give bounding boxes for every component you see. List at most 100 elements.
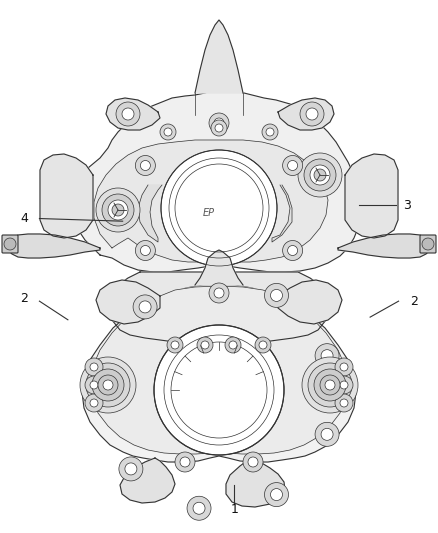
Circle shape <box>340 363 348 371</box>
Circle shape <box>283 240 303 261</box>
Circle shape <box>314 169 326 181</box>
Polygon shape <box>94 140 328 262</box>
Circle shape <box>255 337 271 353</box>
Circle shape <box>96 188 140 232</box>
Circle shape <box>108 200 128 220</box>
Text: EP: EP <box>203 208 215 218</box>
Circle shape <box>321 350 333 362</box>
Polygon shape <box>8 234 100 258</box>
Circle shape <box>340 399 348 407</box>
Circle shape <box>325 380 335 390</box>
Polygon shape <box>195 20 243 93</box>
Circle shape <box>187 496 211 520</box>
Polygon shape <box>82 285 356 462</box>
Polygon shape <box>120 458 175 503</box>
Circle shape <box>243 452 263 472</box>
Polygon shape <box>91 286 347 454</box>
Circle shape <box>80 357 136 413</box>
Circle shape <box>271 489 283 500</box>
Circle shape <box>259 341 267 349</box>
Circle shape <box>214 118 224 128</box>
Circle shape <box>302 357 358 413</box>
Circle shape <box>229 341 237 349</box>
Circle shape <box>133 295 157 319</box>
Circle shape <box>135 240 155 261</box>
Circle shape <box>298 153 342 197</box>
Circle shape <box>335 394 353 412</box>
Circle shape <box>308 363 352 407</box>
Circle shape <box>92 369 124 401</box>
Text: 2: 2 <box>20 292 28 305</box>
Circle shape <box>154 325 284 455</box>
Circle shape <box>125 463 137 475</box>
Circle shape <box>197 337 213 353</box>
Circle shape <box>209 113 229 133</box>
Circle shape <box>193 502 205 514</box>
Circle shape <box>321 429 333 440</box>
Polygon shape <box>338 234 430 258</box>
Circle shape <box>340 381 348 389</box>
Circle shape <box>90 381 98 389</box>
Circle shape <box>315 344 339 368</box>
Circle shape <box>211 120 227 136</box>
Circle shape <box>164 128 172 136</box>
Circle shape <box>141 246 150 255</box>
Circle shape <box>288 160 297 171</box>
Circle shape <box>300 102 324 126</box>
Polygon shape <box>40 154 93 238</box>
Text: 4: 4 <box>20 212 28 225</box>
Circle shape <box>175 452 195 472</box>
Polygon shape <box>278 98 334 130</box>
Circle shape <box>422 238 434 250</box>
Text: 1: 1 <box>230 503 238 515</box>
Polygon shape <box>106 98 160 130</box>
Circle shape <box>116 102 140 126</box>
Polygon shape <box>272 185 292 242</box>
Circle shape <box>90 363 98 371</box>
Circle shape <box>314 369 346 401</box>
Circle shape <box>265 482 289 506</box>
Polygon shape <box>138 185 162 242</box>
Circle shape <box>171 341 179 349</box>
Circle shape <box>85 376 103 394</box>
Circle shape <box>102 194 134 226</box>
Circle shape <box>215 124 223 132</box>
Circle shape <box>119 457 143 481</box>
Circle shape <box>320 375 340 395</box>
Circle shape <box>283 156 303 175</box>
Circle shape <box>86 363 130 407</box>
Circle shape <box>180 457 190 467</box>
Polygon shape <box>345 154 398 238</box>
Polygon shape <box>278 280 342 324</box>
Polygon shape <box>108 272 330 344</box>
Circle shape <box>304 159 336 191</box>
Polygon shape <box>226 458 285 507</box>
Circle shape <box>103 380 113 390</box>
Circle shape <box>98 375 118 395</box>
Circle shape <box>306 108 318 120</box>
Circle shape <box>160 124 176 140</box>
Circle shape <box>139 301 151 313</box>
Circle shape <box>310 165 330 185</box>
Polygon shape <box>182 344 256 378</box>
Circle shape <box>90 399 98 407</box>
Circle shape <box>94 363 118 387</box>
Polygon shape <box>96 280 160 324</box>
Circle shape <box>141 160 150 171</box>
Circle shape <box>209 283 229 303</box>
Circle shape <box>201 341 209 349</box>
Circle shape <box>135 156 155 175</box>
Circle shape <box>288 246 297 255</box>
Circle shape <box>225 337 241 353</box>
Circle shape <box>266 128 274 136</box>
Circle shape <box>214 288 224 298</box>
Circle shape <box>112 204 124 216</box>
Circle shape <box>262 124 278 140</box>
Circle shape <box>335 358 353 376</box>
FancyBboxPatch shape <box>2 235 18 253</box>
Circle shape <box>85 358 103 376</box>
Text: 2: 2 <box>410 295 418 308</box>
Circle shape <box>167 337 183 353</box>
FancyBboxPatch shape <box>420 235 436 253</box>
Circle shape <box>100 369 112 381</box>
